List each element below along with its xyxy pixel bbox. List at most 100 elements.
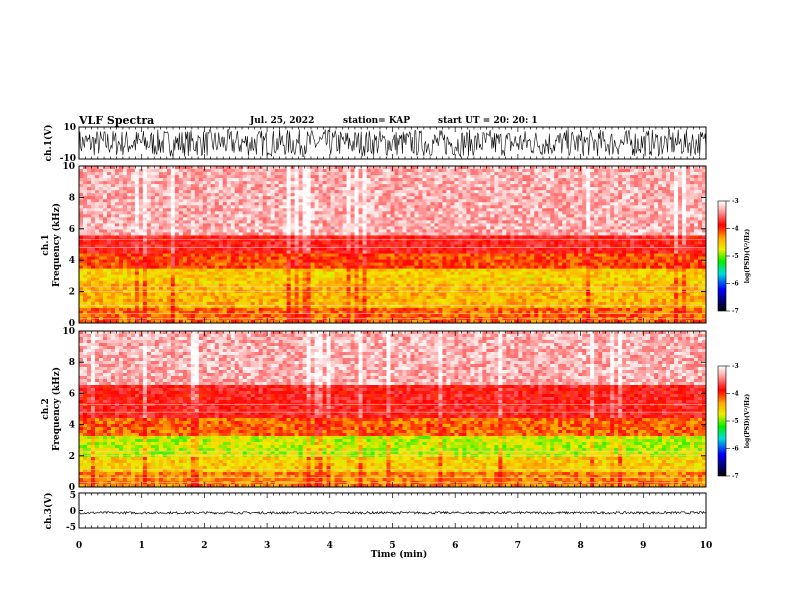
spectrogram-cell <box>275 238 279 241</box>
spectrogram-cell <box>167 172 171 175</box>
spectrogram-cell <box>291 220 295 223</box>
spectrogram-cell <box>207 284 211 287</box>
spectrogram-cell <box>247 199 251 202</box>
spectrogram-cell <box>187 278 191 281</box>
spectrogram-cell <box>426 254 430 257</box>
spectrogram-cell <box>430 266 434 269</box>
spectrogram-cell <box>331 254 335 257</box>
spectrogram-cell <box>311 223 315 226</box>
spectrogram-cell <box>175 193 179 196</box>
spectrogram-cell <box>191 190 195 193</box>
spectrogram-cell <box>263 196 267 199</box>
spectrogram-cell <box>287 281 291 284</box>
spectrogram-cell <box>135 317 139 320</box>
spectrogram-cell <box>147 232 151 235</box>
spectrogram-cell <box>235 184 239 187</box>
spectrogram-cell <box>398 308 402 311</box>
spectrogram-cell <box>335 308 339 311</box>
spectrogram-cell <box>279 284 283 287</box>
spectrogram-cell <box>335 229 339 232</box>
spectrogram-cell <box>111 229 115 232</box>
spectrogram-cell <box>311 217 315 220</box>
spectrogram-cell <box>291 269 295 272</box>
spectrogram-cell <box>438 169 442 172</box>
spectrogram-cell <box>418 190 422 193</box>
spectrogram-cell <box>247 308 251 311</box>
spectrogram-cell <box>287 248 291 251</box>
spectrogram-cell <box>438 229 442 232</box>
spectrogram-cell <box>227 299 231 302</box>
spectrogram-cell <box>155 254 159 257</box>
spectrogram-cell <box>375 178 379 181</box>
spectrogram-cell <box>458 266 462 269</box>
spectrogram-cell <box>107 232 111 235</box>
spectrogram-cell <box>430 169 434 172</box>
spectrogram-cell <box>319 245 323 248</box>
spectrogram-cell <box>95 287 99 290</box>
spectrogram-cell <box>446 181 450 184</box>
spectrogram-cell <box>191 302 195 305</box>
spectrogram-cell <box>175 260 179 263</box>
spectrogram-cell <box>402 275 406 278</box>
spectrogram-cell <box>187 317 191 320</box>
spectrogram-cell <box>243 226 247 229</box>
spectrogram-cell <box>279 187 283 190</box>
spectrogram-cell <box>135 251 139 254</box>
spectrogram-cell <box>303 196 307 199</box>
spectrogram-cell <box>418 202 422 205</box>
spectrogram-cell <box>119 260 123 263</box>
spectrogram-cell <box>99 296 103 299</box>
spectrogram-cell <box>155 257 159 260</box>
spectrogram-cell <box>227 208 231 211</box>
spectrogram-cell <box>335 211 339 214</box>
spectrogram-cell <box>414 214 418 217</box>
spectrogram-cell <box>283 181 287 184</box>
spectrogram-cell <box>406 172 410 175</box>
spectrogram-cell <box>355 260 359 263</box>
spectrogram-cell <box>243 245 247 248</box>
spectrogram-cell <box>458 287 462 290</box>
spectrogram-cell <box>379 317 383 320</box>
spectrogram-cell <box>323 181 327 184</box>
spectrogram-cell <box>143 169 147 172</box>
spectrogram-cell <box>219 308 223 311</box>
spectrogram-cell <box>135 281 139 284</box>
spectrogram-cell <box>263 308 267 311</box>
spectrogram-cell <box>295 226 299 229</box>
spectrogram-cell <box>159 278 163 281</box>
spectrogram-cell <box>402 287 406 290</box>
spectrogram-cell <box>359 178 363 181</box>
spectrogram-cell <box>139 226 143 229</box>
spectrogram-cell <box>135 232 139 235</box>
spectrogram-cell <box>331 317 335 320</box>
spectrogram-cell <box>359 317 363 320</box>
spectrogram-cell <box>450 317 454 320</box>
spectrogram-cell <box>371 272 375 275</box>
spectrogram-cell <box>402 281 406 284</box>
spectrogram-cell <box>79 217 83 220</box>
spectrogram-cell <box>319 281 323 284</box>
spectrogram-cell <box>187 263 191 266</box>
spectrogram-cell <box>299 281 303 284</box>
spectrogram-cell <box>255 299 259 302</box>
spectrogram-cell <box>410 220 414 223</box>
spectrogram-cell <box>223 196 227 199</box>
spectrogram-cell <box>414 199 418 202</box>
spectrogram-cell <box>227 278 231 281</box>
spectrogram-cell <box>295 284 299 287</box>
spectrogram-cell <box>271 193 275 196</box>
spectrogram-cell <box>383 287 387 290</box>
spectrogram-cell <box>291 302 295 305</box>
spectrogram-cell <box>167 251 171 254</box>
spectrogram-cell <box>319 260 323 263</box>
spectrogram-cell <box>375 220 379 223</box>
spectrogram-cell <box>279 272 283 275</box>
spectrogram-cell <box>243 296 247 299</box>
spectrogram-cell <box>295 235 299 238</box>
spectrogram-cell <box>454 202 458 205</box>
spectrogram-cell <box>311 269 315 272</box>
spectrogram-cell <box>387 178 391 181</box>
spectrogram-cell <box>418 245 422 248</box>
spectrogram-cell <box>259 305 263 308</box>
spectrogram-cell <box>87 308 91 311</box>
